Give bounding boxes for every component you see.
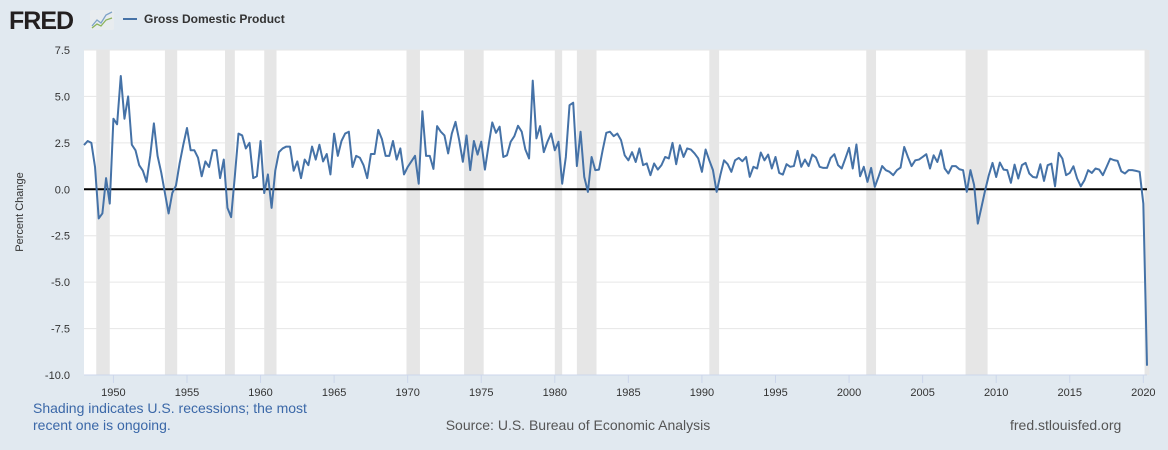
x-tick-label: 1985 [616,387,640,399]
recession-band [1144,50,1150,375]
recession-note-line1: Shading indicates U.S. recessions; the m… [33,400,307,416]
x-tick-label: 1955 [175,387,199,399]
recession-band [554,50,563,375]
x-tick-label: 1980 [543,387,567,399]
y-tick-label: -7.5 [51,324,70,336]
x-tick-label: 1970 [395,387,419,399]
x-axis-ticks: 1950 1955 1960 1965 1970 1975 1980 1985 1990 1995… [101,375,1156,399]
series-line-gdp [83,75,1148,366]
y-axis-label: Percent Change [14,172,26,252]
source-text: Source: U.S. Bureau of Economic Analysis [446,417,711,433]
x-tick-label: 1975 [469,387,493,399]
y-tick-label: -5.0 [51,277,70,289]
y-tick-label: 5.0 [55,91,70,103]
x-tick-label: 2005 [910,387,934,399]
x-tick-label: 2000 [837,387,861,399]
recession-note-line2: recent one is ongoing. [33,417,171,433]
y-tick-label: -2.5 [51,231,70,243]
fred-logo-chart-icon [90,10,114,30]
x-tick-label: 2010 [984,387,1008,399]
x-tick-label: 1990 [690,387,714,399]
x-tick-label: 1960 [248,387,272,399]
recession-band [576,50,597,375]
recession-band [406,50,420,375]
recession-band [164,50,178,375]
site-link[interactable]: fred.stlouisfed.org [1010,417,1121,433]
y-axis-ticks: 7.5 5.0 2.5 0.0 -2.5 -5.0 -7.5 -10.0 [45,45,70,382]
fred-logo-text: FRED [9,7,73,35]
fred-logo[interactable]: FRED [9,7,114,35]
recession-band [464,50,484,375]
x-tick-label: 1950 [101,387,125,399]
x-tick-label: 2020 [1131,387,1155,399]
recession-shading [96,50,1150,375]
y-tick-label: 0.0 [55,184,70,196]
x-tick-label: 1965 [322,387,346,399]
recession-band [264,50,277,375]
recession-band [866,50,877,375]
y-tick-label: 2.5 [55,138,70,150]
legend-label: Gross Domestic Product [144,12,285,26]
recession-band [709,50,720,375]
x-tick-label: 1995 [763,387,787,399]
y-tick-label: 7.5 [55,45,70,57]
x-tick-label: 2015 [1058,387,1082,399]
legend: Gross Domestic Product [123,12,285,26]
y-tick-label: -10.0 [45,370,70,382]
